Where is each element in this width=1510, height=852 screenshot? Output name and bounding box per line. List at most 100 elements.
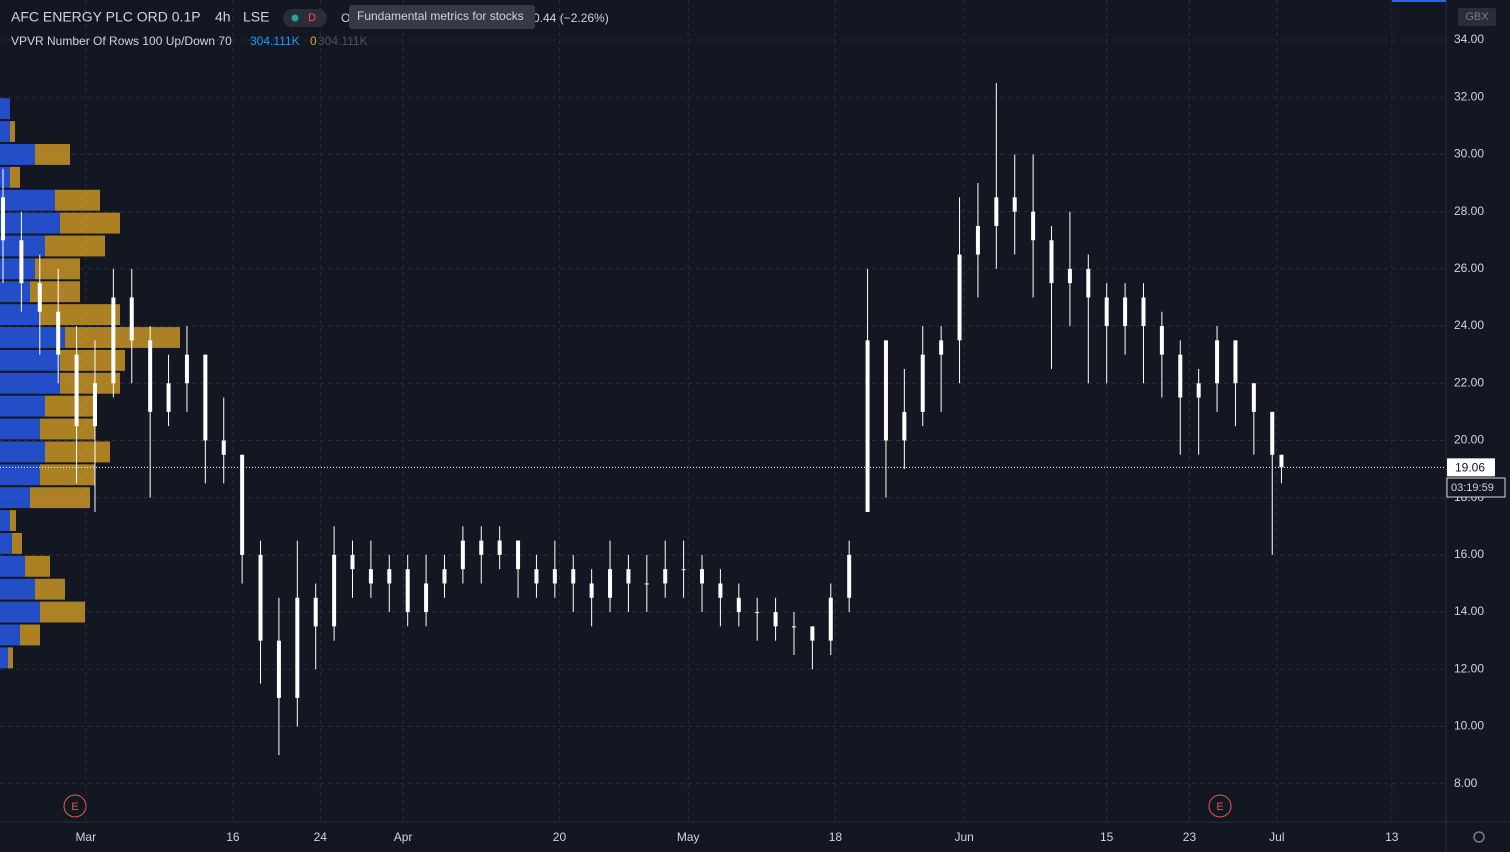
x-tick-label: 13 xyxy=(1385,830,1399,844)
candle-body xyxy=(1104,297,1109,327)
candle-body xyxy=(442,569,447,584)
candle-body xyxy=(19,240,24,284)
candle-body xyxy=(589,583,594,598)
candle-body xyxy=(534,569,539,584)
candle-body xyxy=(92,383,97,427)
axes: 8.0010.0012.0014.0016.0018.0020.0022.002… xyxy=(75,32,1495,844)
volume-down xyxy=(40,418,95,440)
volume-up xyxy=(0,601,40,623)
volume-down xyxy=(35,144,70,165)
countdown-box xyxy=(1446,477,1506,498)
y-tick-label: 14.00 xyxy=(1454,604,1484,618)
y-tick-label: 22.00 xyxy=(1454,375,1484,389)
volume-up xyxy=(0,555,25,577)
candle-body xyxy=(1270,411,1275,455)
volume-down xyxy=(40,304,120,326)
candle-body xyxy=(810,626,815,641)
candle-body xyxy=(129,297,134,341)
volume-down xyxy=(8,647,13,669)
event-marker[interactable] xyxy=(1208,794,1232,818)
candle-body xyxy=(1086,268,1091,298)
candle-body xyxy=(350,554,355,570)
volume-up xyxy=(0,532,12,554)
volume-down xyxy=(45,235,105,257)
volume-up xyxy=(0,144,35,165)
volume-down xyxy=(10,510,16,531)
volume-up xyxy=(0,212,60,234)
volume-down xyxy=(25,555,50,577)
candle-body xyxy=(773,612,778,627)
y-tick-label: 28.00 xyxy=(1454,204,1484,218)
candle-body xyxy=(975,225,980,255)
candle-body xyxy=(920,354,925,412)
currency-box[interactable] xyxy=(1458,8,1496,26)
volume-up xyxy=(0,281,30,303)
candle-body xyxy=(1196,383,1201,398)
volume-down xyxy=(20,624,40,646)
candle-body xyxy=(313,597,318,627)
interval: 4h xyxy=(215,9,231,25)
volume-up xyxy=(0,372,60,394)
volume-up xyxy=(0,418,40,440)
candle-body xyxy=(865,340,870,512)
candle-body xyxy=(1,197,5,241)
candle-body xyxy=(663,569,668,584)
candle-body xyxy=(552,569,557,584)
volume-up xyxy=(0,121,10,143)
volume-down xyxy=(45,395,95,417)
candle-body xyxy=(902,411,907,441)
candle-body xyxy=(368,569,373,584)
volume-down xyxy=(45,441,110,463)
volume-down xyxy=(35,578,65,600)
y-tick-label: 34.00 xyxy=(1454,32,1484,46)
candle-body xyxy=(37,283,42,312)
y-tick-label: 8.00 xyxy=(1454,776,1478,790)
candle-body xyxy=(644,583,649,585)
candle-body xyxy=(240,454,245,555)
event-marker[interactable] xyxy=(63,794,87,818)
volume-up xyxy=(0,464,40,486)
candle-body xyxy=(1049,240,1054,284)
candle-body xyxy=(1159,326,1164,355)
x-tick-label: May xyxy=(677,830,700,844)
candle-body xyxy=(571,569,576,584)
volume-up xyxy=(0,624,20,646)
x-tick-label: Jul xyxy=(1269,830,1284,844)
candle-body xyxy=(718,583,723,598)
candle-body xyxy=(700,569,705,584)
volume-up xyxy=(0,349,60,371)
volume-up xyxy=(0,304,40,326)
badge: D xyxy=(308,12,316,24)
status-pill[interactable] xyxy=(283,9,327,27)
y-tick-label: 16.00 xyxy=(1454,547,1484,561)
candle-body xyxy=(608,569,613,598)
candle-body xyxy=(56,311,61,355)
x-tick-label: Mar xyxy=(75,830,96,844)
candle-body xyxy=(497,540,502,555)
exchange: LSE xyxy=(243,9,269,25)
candle-body xyxy=(994,197,999,226)
indicator-up: 304.111K xyxy=(250,34,300,48)
x-tick-label: 23 xyxy=(1183,830,1197,844)
change: 0.44 (−2.26%) xyxy=(533,11,609,25)
last-price-label: 19.06 xyxy=(1455,461,1485,475)
volume-up xyxy=(0,578,35,600)
grid xyxy=(0,0,1446,822)
volume-down xyxy=(65,327,180,348)
x-tick-label: 24 xyxy=(314,830,328,844)
candle-body xyxy=(276,640,281,698)
y-tick-label: 10.00 xyxy=(1454,719,1484,733)
candle-body xyxy=(736,597,741,613)
market-status xyxy=(291,14,299,22)
y-tick-label: 24.00 xyxy=(1454,318,1484,332)
candle-body xyxy=(1233,340,1238,384)
event-label: E xyxy=(71,801,78,813)
settings-icon[interactable] xyxy=(1473,831,1485,843)
candle-body xyxy=(939,340,944,355)
open-label: O xyxy=(341,11,350,25)
candle-body xyxy=(847,554,852,598)
volume-down xyxy=(12,532,22,554)
candle-body xyxy=(1012,197,1017,212)
